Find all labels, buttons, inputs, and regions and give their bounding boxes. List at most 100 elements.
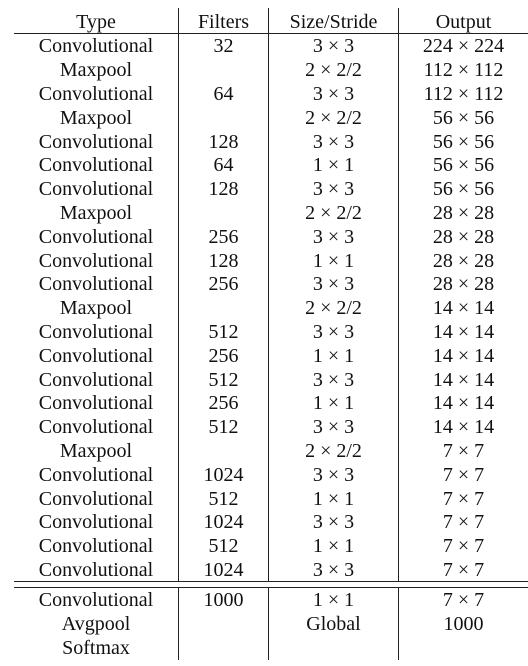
size-stride-cell: 2 × 2/2 [268,200,398,225]
size-stride-cell: 1 × 1 [268,486,398,510]
type-cell: Maxpool [59,59,133,82]
filters-cell [178,612,268,637]
size-stride-cell: 3 × 3 [268,414,398,439]
filters-cell: 512 [178,319,268,344]
filters-cell: 1024 [178,557,268,582]
size-stride-cell: Global [268,612,398,637]
type-cell: Convolutional [38,392,154,415]
type-cell: Convolutional [38,589,154,612]
size-stride-cell: 2 × 2/2 [268,57,398,82]
type-cell: Convolutional [38,368,154,391]
output-cell: 7 × 7 [398,533,528,558]
output-cell: 7 × 7 [398,509,528,534]
output-cell: 14 × 14 [398,390,528,415]
type-cell: Convolutional [38,130,154,153]
header-type: Type [76,10,116,33]
output-cell: 7 × 7 [398,486,528,510]
type-cell: Convolutional [38,249,154,272]
table-row: Maxpool 2 × 2/2 28 × 28 [14,200,528,225]
output-cell: 14 × 14 [398,319,528,344]
output-cell: 224 × 224 [398,34,528,58]
size-stride-cell: 3 × 3 [268,319,398,344]
table-row: Convolutional 128 3 × 3 56 × 56 [14,129,528,153]
filters-cell: 128 [178,129,268,153]
output-cell: 7 × 7 [398,588,528,613]
type-cell: Convolutional [38,178,154,201]
size-stride-cell: 2 × 2/2 [268,438,398,463]
table-row: Maxpool 2 × 2/2 56 × 56 [14,105,528,130]
type-cell: Maxpool [59,297,133,320]
output-cell [398,636,528,661]
table-row: Maxpool 2 × 2/2 7 × 7 [14,438,528,463]
filters-cell: 1024 [178,462,268,487]
filters-cell [178,636,268,661]
header-output: Output [398,8,528,33]
type-cell: Convolutional [38,225,154,248]
size-stride-cell: 1 × 1 [268,152,398,177]
output-cell: 1000 [398,612,528,637]
output-cell: 14 × 14 [398,414,528,439]
filters-cell: 256 [178,271,268,296]
size-stride-cell: 2 × 2/2 [268,295,398,320]
filters-cell: 1000 [178,588,268,613]
type-cell: Convolutional [38,273,154,296]
double-rule-line [14,581,528,589]
filters-cell: 512 [178,367,268,391]
table-row: Maxpool 2 × 2/2 112 × 112 [14,57,528,82]
type-cell: Convolutional [38,320,154,343]
table-row: Convolutional 256 1 × 1 14 × 14 [14,390,528,415]
type-cell: Convolutional [38,82,154,105]
table-row: Convolutional 512 3 × 3 14 × 14 [14,414,528,439]
type-cell: Convolutional [38,558,154,581]
filters-cell: 64 [178,152,268,177]
table-row: Maxpool 2 × 2/2 14 × 14 [14,295,528,320]
size-stride-cell [268,636,398,661]
filters-cell [178,295,268,320]
output-cell: 7 × 7 [398,438,528,463]
type-cell: Avgpool [61,613,131,636]
footer-row: Softmax [14,636,528,661]
table-header: Type Filters Size/Stride Output [14,8,528,34]
size-stride-cell: 1 × 1 [268,533,398,558]
size-stride-cell: 3 × 3 [268,557,398,582]
type-cell: Convolutional [38,463,154,486]
table-row: Convolutional 32 3 × 3 224 × 224 [14,34,528,58]
type-cell: Convolutional [38,487,154,510]
filters-cell: 512 [178,414,268,439]
type-cell: Maxpool [59,106,133,129]
architecture-table: Type Filters Size/Stride Output Convolut… [14,8,528,661]
size-stride-cell: 3 × 3 [268,176,398,201]
size-stride-cell: 3 × 3 [268,224,398,249]
table-row: Convolutional 128 1 × 1 28 × 28 [14,248,528,272]
filters-cell: 1024 [178,509,268,534]
table-row: Convolutional 512 3 × 3 14 × 14 [14,367,528,391]
output-cell: 28 × 28 [398,271,528,296]
output-cell: 28 × 28 [398,224,528,249]
filters-cell [178,438,268,463]
output-cell: 112 × 112 [398,81,528,106]
size-stride-cell: 2 × 2/2 [268,105,398,130]
filters-cell: 256 [178,343,268,368]
filters-cell: 32 [178,34,268,58]
header-size-stride: Size/Stride [268,8,398,33]
output-cell: 7 × 7 [398,557,528,582]
filters-cell: 64 [178,81,268,106]
size-stride-cell: 1 × 1 [268,343,398,368]
table-row: Convolutional 256 3 × 3 28 × 28 [14,271,528,296]
filters-cell: 128 [178,248,268,272]
table-row: Convolutional 64 3 × 3 112 × 112 [14,81,528,106]
output-cell: 28 × 28 [398,248,528,272]
size-stride-cell: 1 × 1 [268,588,398,613]
size-stride-cell: 3 × 3 [268,462,398,487]
filters-cell [178,105,268,130]
type-cell: Convolutional [38,35,154,58]
header-filters: Filters [178,8,268,33]
table-row: Convolutional 256 1 × 1 14 × 14 [14,343,528,368]
output-cell: 14 × 14 [398,367,528,391]
double-rule [14,581,528,589]
output-cell: 7 × 7 [398,462,528,487]
output-cell: 28 × 28 [398,200,528,225]
table-row: Convolutional 256 3 × 3 28 × 28 [14,224,528,249]
